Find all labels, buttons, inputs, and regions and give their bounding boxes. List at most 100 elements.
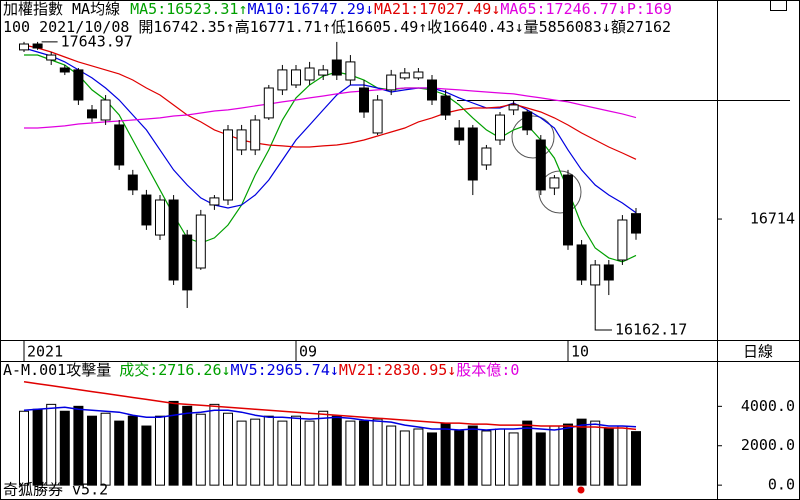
candle-body <box>631 213 641 234</box>
panel-title: A-M.001攻擊量 <box>3 361 111 379</box>
ma-line <box>23 44 637 160</box>
legend-value: 16747.29 <box>293 0 365 18</box>
quote-value: 16605.49 <box>346 18 418 36</box>
quote-value: 16742.35 <box>153 18 225 36</box>
header-text: 額 <box>611 18 626 36</box>
window-icon[interactable] <box>770 0 787 11</box>
candle-body <box>386 74 397 91</box>
highlight-circle <box>511 115 555 159</box>
legend-value: 2965.74 <box>267 361 330 379</box>
legend-value: 16523.31 <box>166 0 238 18</box>
volume-bar <box>399 430 410 486</box>
candle-body <box>250 119 261 151</box>
volume-bar <box>576 418 587 486</box>
y-tick-label: 2000.0 <box>741 436 795 454</box>
header-text: 27162 <box>626 18 671 36</box>
legend-value: 17246.77 <box>546 0 618 18</box>
candle-body <box>87 109 97 119</box>
candle-body <box>467 127 478 181</box>
candle-body <box>209 197 220 206</box>
volume-bar <box>46 403 57 486</box>
y-tick-label: 4000.0 <box>741 397 795 415</box>
volume-bar <box>59 410 70 486</box>
candle-body <box>372 99 383 134</box>
volume-bar <box>603 427 614 486</box>
ma-line <box>24 87 637 129</box>
volume-bar <box>291 415 301 486</box>
header: 100 2021/10/08 開16742.35↑高16771.71↑低16605.… <box>3 18 671 36</box>
legend-arrow: ↓ <box>491 0 500 18</box>
period: 100 <box>3 18 30 36</box>
candle-body <box>590 264 601 286</box>
legend-name: MV21 <box>339 361 375 379</box>
legend-arrow: ↓ <box>447 361 456 379</box>
legend-arrow: ↑ <box>238 0 247 18</box>
ma-line <box>24 54 637 263</box>
header: 加權指數 MA均線 MA5:16523.31↑MA10:16747.29↓MA21… <box>3 0 672 18</box>
legend-sep: : <box>501 361 510 379</box>
legend-arrow: ↓ <box>221 361 230 379</box>
quote-label: 收 <box>427 18 442 36</box>
candle-body <box>331 59 342 76</box>
volume-bar <box>141 425 152 486</box>
volume-bar <box>32 408 43 486</box>
candle-body <box>73 69 84 101</box>
candle-body <box>100 99 111 121</box>
volume-bar <box>590 420 601 486</box>
legend-sep: : <box>537 0 546 18</box>
legend-name: 股本億 <box>456 361 501 379</box>
candle-body <box>413 71 424 79</box>
candle-body <box>603 264 614 281</box>
chart-title: 加權指數 MA均線 <box>3 0 120 18</box>
legend-name: MA5 <box>130 0 157 18</box>
volume-bar <box>263 415 274 486</box>
candle-body <box>182 234 193 291</box>
legend-arrow: ↓ <box>330 361 339 379</box>
volume-bar <box>209 403 220 486</box>
candle-body <box>576 244 587 281</box>
candle-body <box>454 127 465 141</box>
volume-bar <box>19 410 29 486</box>
volume-bar <box>277 420 288 486</box>
quote-label: 開 <box>138 18 153 36</box>
annotation-line <box>594 324 612 331</box>
volume-bar <box>481 430 492 486</box>
legend-arrow: ↓ <box>365 0 374 18</box>
volume-bar <box>168 400 179 486</box>
volume-bar <box>372 418 383 486</box>
legend-sep: : <box>375 361 384 379</box>
volume-bar <box>535 432 546 486</box>
candle-body <box>345 61 356 81</box>
header-text: 5856083 <box>539 18 602 36</box>
y-tick-label: 16714 <box>750 210 795 228</box>
volume-bar <box>250 418 261 486</box>
candle-body <box>19 43 29 51</box>
candle-body <box>114 124 125 166</box>
candle-body <box>263 87 274 119</box>
volume-bar <box>195 413 206 486</box>
candle-body <box>277 69 288 91</box>
volume-bar <box>522 420 533 486</box>
volume-bar <box>155 415 165 486</box>
candle-body <box>32 43 43 49</box>
volume-bar <box>114 420 125 486</box>
volume-bar <box>508 432 519 486</box>
volume-bar <box>331 415 342 486</box>
signal-dot <box>577 486 585 494</box>
x-tick-label: 09 <box>299 343 317 361</box>
volume-bar <box>318 410 329 486</box>
volume-bar <box>386 425 397 486</box>
volume-bar <box>549 425 560 486</box>
candle-body <box>508 104 519 111</box>
volume-bar <box>454 430 465 486</box>
volume-bar <box>223 412 233 486</box>
quote-arrow: ↓ <box>515 18 524 36</box>
volume-bar <box>617 425 628 486</box>
candle-body <box>427 79 437 101</box>
date: 2021/10/08 <box>39 18 129 36</box>
candle-body <box>195 214 206 269</box>
candle-body <box>440 95 451 116</box>
candle-body <box>563 174 573 246</box>
legend-value: 2716.26 <box>158 361 221 379</box>
candle-body <box>304 67 315 81</box>
